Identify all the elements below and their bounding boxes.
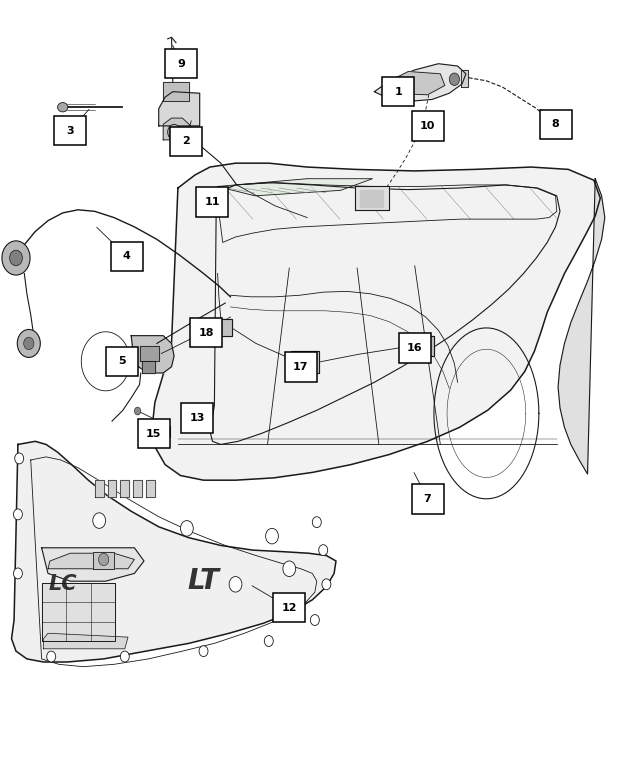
Ellipse shape xyxy=(58,103,68,112)
Text: 17: 17 xyxy=(293,362,308,371)
Polygon shape xyxy=(558,179,605,474)
FancyBboxPatch shape xyxy=(111,242,143,271)
Circle shape xyxy=(264,636,273,646)
Polygon shape xyxy=(108,480,116,497)
Text: 3: 3 xyxy=(67,126,74,135)
Text: 8: 8 xyxy=(552,120,559,129)
Polygon shape xyxy=(389,71,445,95)
FancyBboxPatch shape xyxy=(138,419,170,448)
FancyBboxPatch shape xyxy=(399,333,431,363)
Text: LT: LT xyxy=(188,567,220,595)
Circle shape xyxy=(17,329,40,357)
Circle shape xyxy=(2,241,30,275)
Circle shape xyxy=(322,579,331,590)
Circle shape xyxy=(120,651,129,662)
Circle shape xyxy=(168,124,180,140)
FancyBboxPatch shape xyxy=(412,111,444,141)
FancyBboxPatch shape xyxy=(285,352,317,382)
Text: 18: 18 xyxy=(198,328,214,337)
Circle shape xyxy=(266,528,278,544)
Circle shape xyxy=(134,407,141,415)
Circle shape xyxy=(93,513,106,528)
Polygon shape xyxy=(413,336,434,356)
Text: 16: 16 xyxy=(407,343,422,353)
Polygon shape xyxy=(95,480,104,497)
Polygon shape xyxy=(42,548,144,581)
Circle shape xyxy=(47,651,56,662)
Polygon shape xyxy=(131,336,174,373)
Polygon shape xyxy=(191,408,210,421)
Circle shape xyxy=(15,453,24,464)
FancyBboxPatch shape xyxy=(170,127,202,156)
Text: 9: 9 xyxy=(177,59,185,68)
Polygon shape xyxy=(48,553,134,569)
Polygon shape xyxy=(163,118,191,140)
Text: 1: 1 xyxy=(394,87,402,96)
Polygon shape xyxy=(291,351,319,373)
Polygon shape xyxy=(218,179,372,196)
Polygon shape xyxy=(12,441,336,662)
Polygon shape xyxy=(152,163,600,480)
Circle shape xyxy=(319,545,328,556)
Text: 4: 4 xyxy=(123,252,131,261)
FancyBboxPatch shape xyxy=(165,49,197,78)
Circle shape xyxy=(13,509,22,520)
Polygon shape xyxy=(93,552,114,569)
FancyBboxPatch shape xyxy=(273,593,305,622)
Circle shape xyxy=(310,615,319,625)
FancyBboxPatch shape xyxy=(196,187,228,217)
Polygon shape xyxy=(120,480,129,497)
Circle shape xyxy=(13,568,22,579)
Circle shape xyxy=(24,337,34,350)
Polygon shape xyxy=(163,82,189,101)
Text: 5: 5 xyxy=(118,357,125,366)
Circle shape xyxy=(312,517,321,528)
Polygon shape xyxy=(461,70,468,87)
Text: 13: 13 xyxy=(189,413,205,423)
Circle shape xyxy=(449,73,460,85)
Polygon shape xyxy=(374,64,466,101)
Circle shape xyxy=(199,646,208,657)
Circle shape xyxy=(229,577,242,592)
FancyBboxPatch shape xyxy=(54,116,86,145)
Polygon shape xyxy=(210,319,232,336)
Circle shape xyxy=(180,521,193,536)
Polygon shape xyxy=(355,186,389,210)
FancyBboxPatch shape xyxy=(106,347,138,376)
FancyBboxPatch shape xyxy=(382,77,414,106)
Text: LC: LC xyxy=(49,574,77,594)
FancyBboxPatch shape xyxy=(540,110,572,139)
Polygon shape xyxy=(42,583,115,641)
Polygon shape xyxy=(140,346,159,361)
Text: 11: 11 xyxy=(205,197,220,207)
Text: 2: 2 xyxy=(182,137,189,146)
Text: 12: 12 xyxy=(282,603,297,612)
Text: 7: 7 xyxy=(424,494,431,503)
Polygon shape xyxy=(142,361,155,373)
Circle shape xyxy=(10,250,22,266)
Circle shape xyxy=(99,553,109,566)
Polygon shape xyxy=(360,190,383,207)
FancyBboxPatch shape xyxy=(181,403,213,433)
Polygon shape xyxy=(146,480,155,497)
FancyBboxPatch shape xyxy=(190,318,222,347)
FancyBboxPatch shape xyxy=(412,484,444,514)
Text: 15: 15 xyxy=(146,429,161,438)
Text: 10: 10 xyxy=(420,121,435,131)
Circle shape xyxy=(172,129,177,135)
Polygon shape xyxy=(147,426,170,437)
Polygon shape xyxy=(159,92,200,126)
Circle shape xyxy=(283,561,296,577)
Polygon shape xyxy=(133,480,142,497)
Polygon shape xyxy=(44,633,128,649)
